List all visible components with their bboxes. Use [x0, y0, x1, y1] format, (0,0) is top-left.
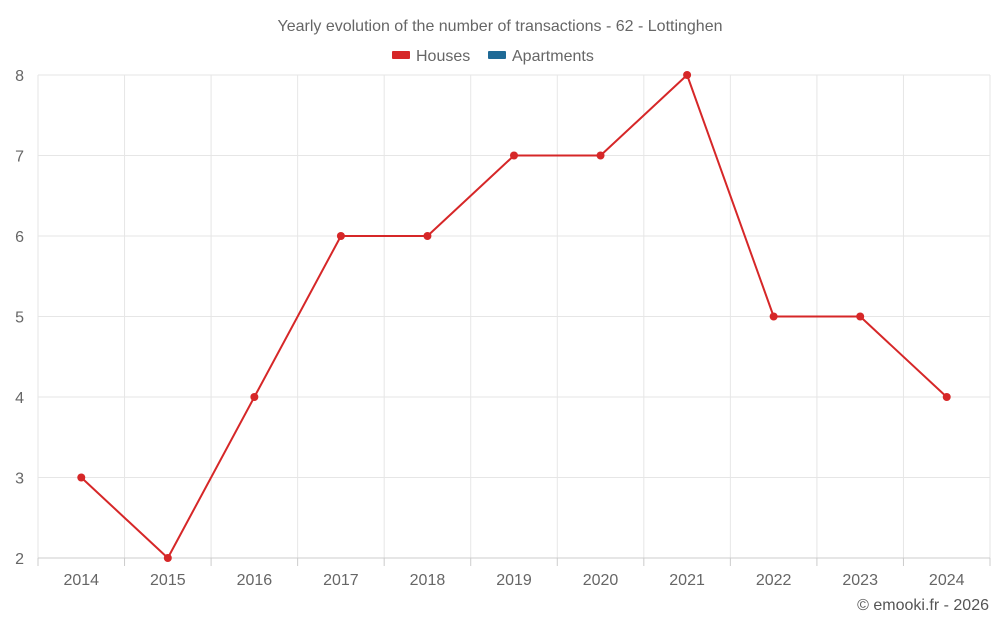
x-tick-label: 2024 [929, 572, 965, 589]
data-point-houses[interactable] [769, 312, 778, 321]
x-tick-label: 2014 [63, 572, 99, 589]
legend: Houses Apartments [392, 48, 594, 65]
x-tick-label: 2021 [669, 572, 705, 589]
credit-text: © emooki.fr - 2026 [857, 597, 989, 614]
data-point-houses[interactable] [856, 312, 865, 321]
y-tick-label: 5 [15, 310, 24, 327]
data-point-houses[interactable] [510, 151, 518, 160]
series-layer [77, 71, 951, 562]
data-point-houses[interactable] [942, 393, 951, 401]
x-tick-label: 2022 [756, 572, 792, 589]
legend-label-apartments[interactable]: Apartments [512, 48, 594, 65]
x-tick-label: 2020 [583, 572, 619, 589]
x-tick-label: 2017 [323, 572, 359, 589]
y-tick-label: 3 [15, 471, 24, 488]
legend-swatch-apartments[interactable] [488, 51, 506, 59]
data-point-houses[interactable] [250, 393, 259, 401]
y-tick-label: 6 [15, 229, 24, 246]
y-tick-label: 7 [15, 149, 24, 166]
y-tick-label: 8 [15, 68, 24, 85]
data-point-houses[interactable] [163, 554, 172, 562]
x-tick-label: 2016 [237, 572, 273, 589]
data-point-houses[interactable] [596, 151, 605, 160]
data-point-houses[interactable] [77, 473, 86, 482]
x-tick-label: 2015 [150, 572, 186, 589]
y-tick-label: 4 [15, 390, 24, 407]
data-point-houses[interactable] [423, 232, 432, 240]
legend-swatch-houses[interactable] [392, 51, 410, 59]
legend-label-houses[interactable]: Houses [416, 48, 470, 65]
data-point-houses[interactable] [683, 71, 692, 79]
chart-title: Yearly evolution of the number of transa… [277, 18, 722, 35]
x-tick-label: 2019 [496, 572, 532, 589]
data-point-houses[interactable] [336, 232, 345, 240]
x-tick-label: 2023 [842, 572, 878, 589]
y-tick-label: 2 [15, 551, 24, 568]
axes: 2 3 4 5 6 7 8 2014 2015 2016 2017 2018 2019 2020 2021 2… [15, 68, 991, 589]
x-tick-label: 2018 [410, 572, 446, 589]
